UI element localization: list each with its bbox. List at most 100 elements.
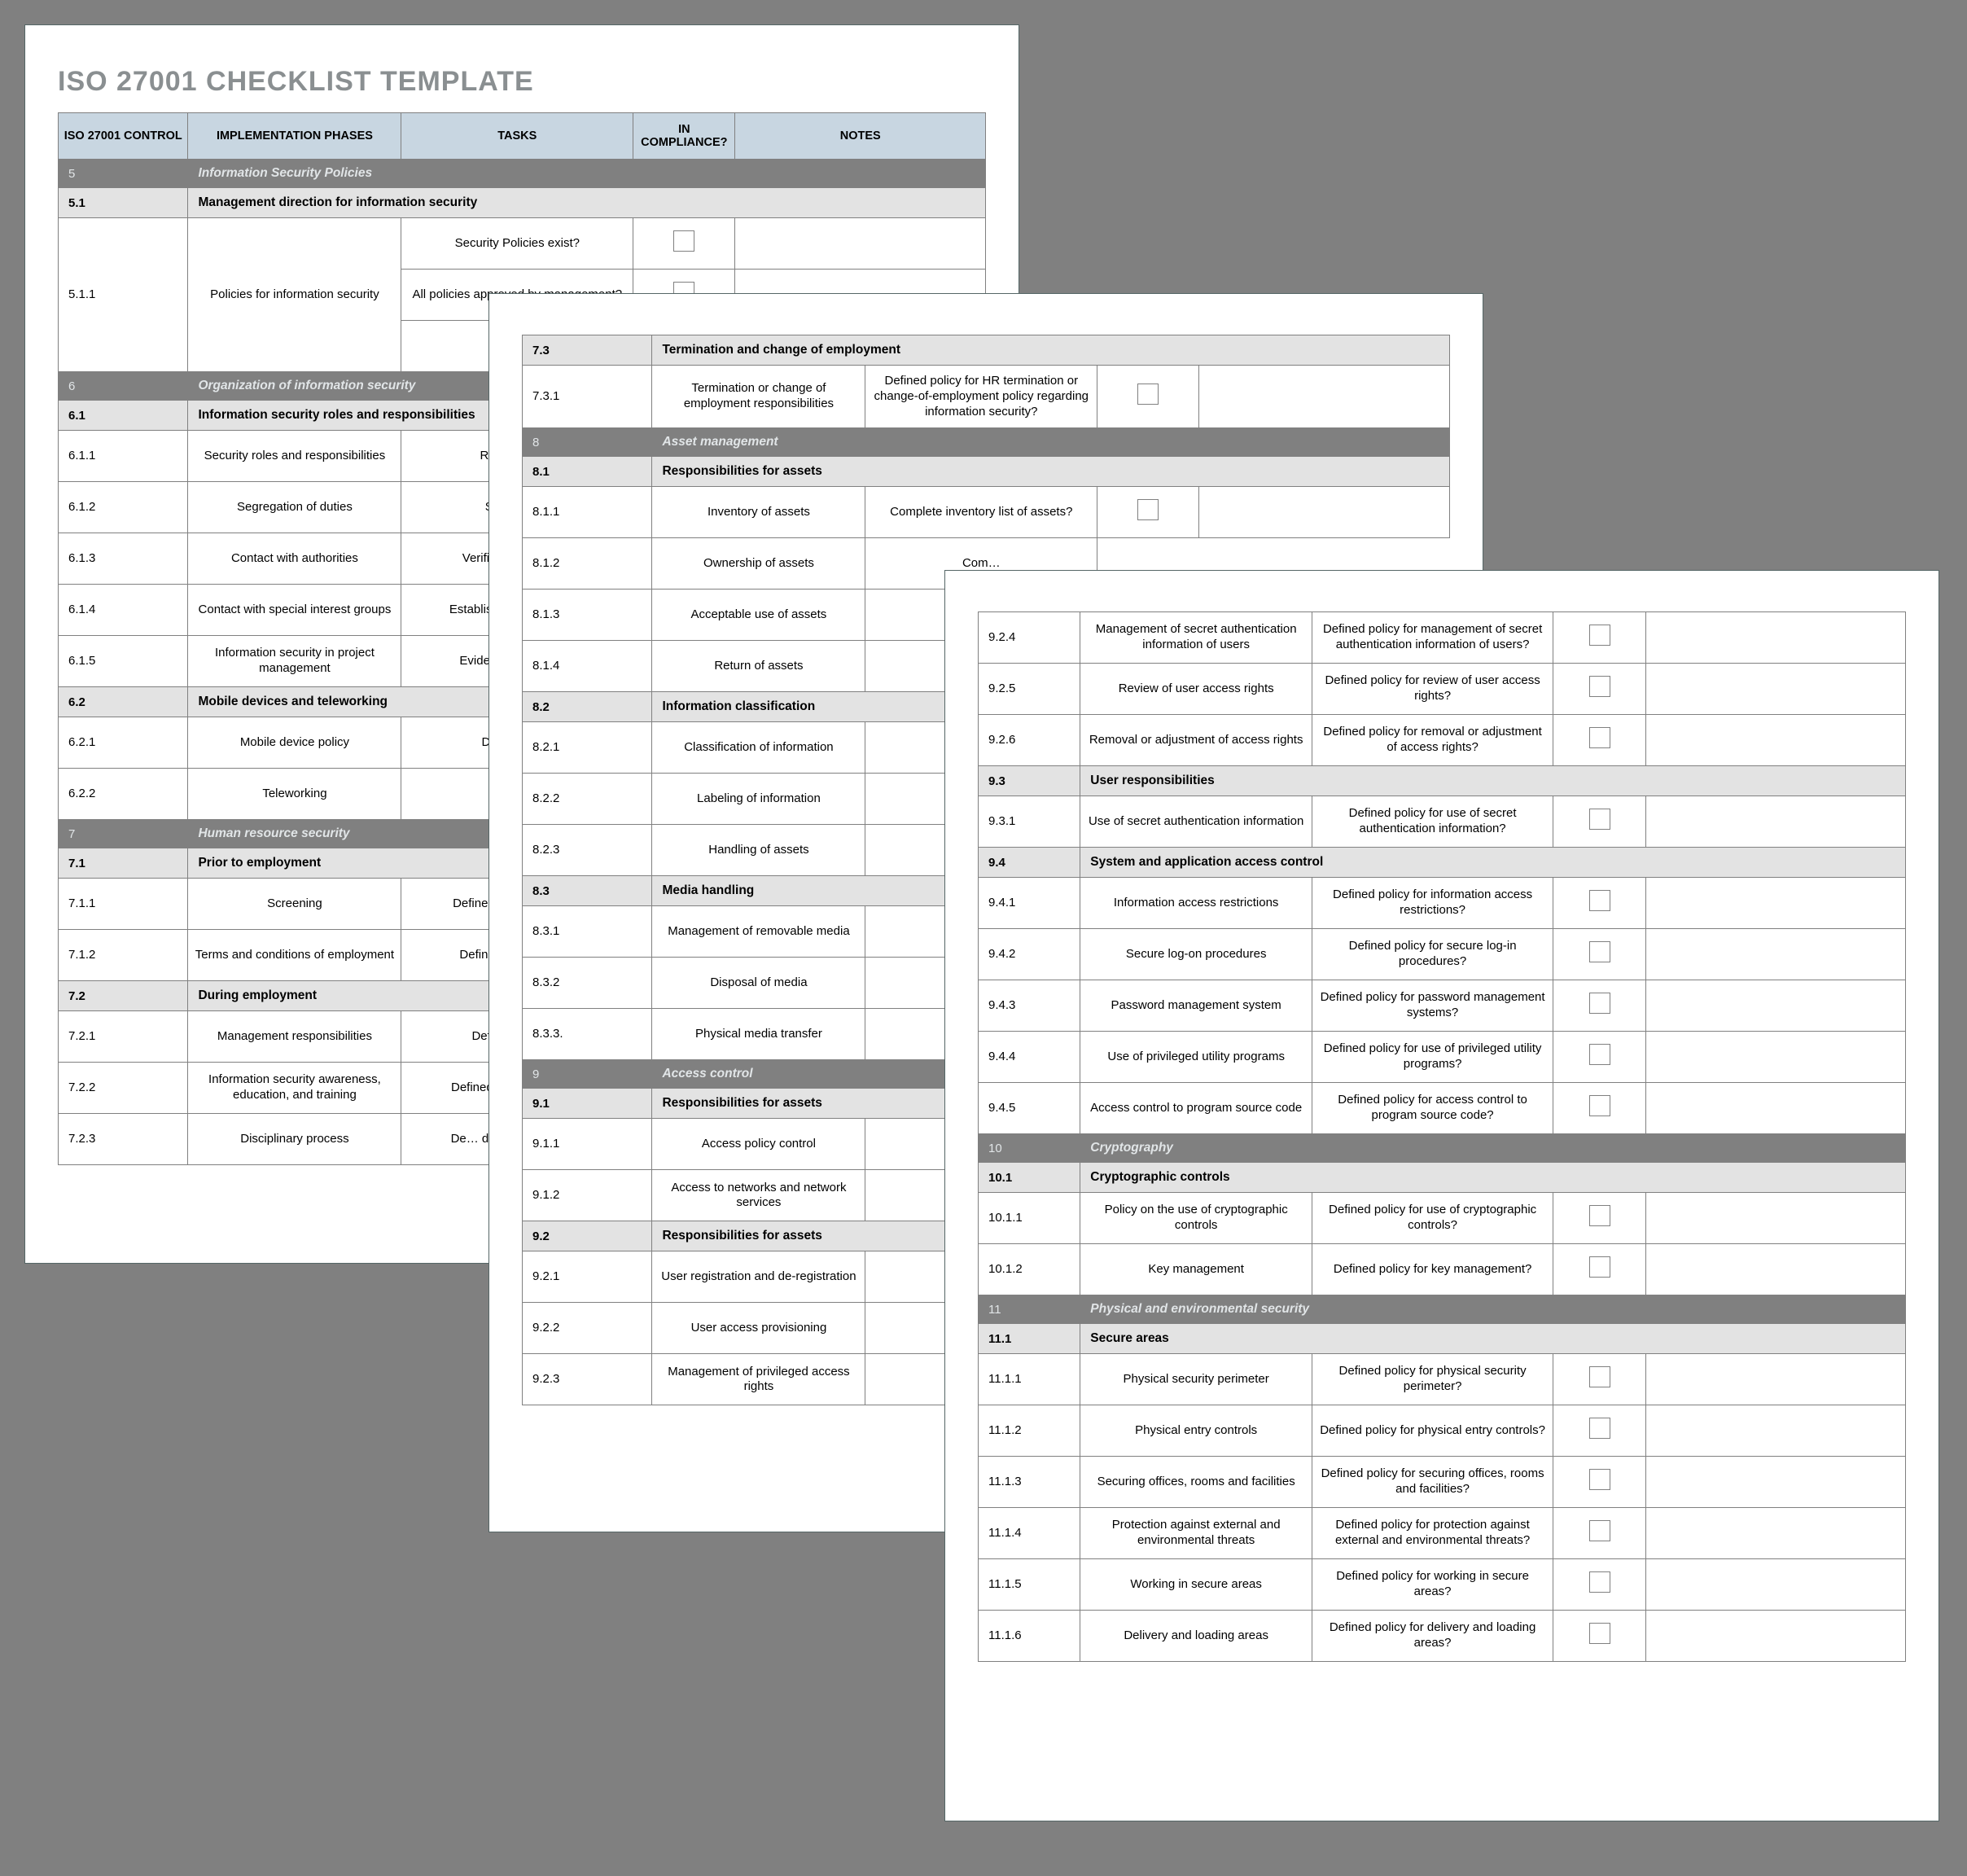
control-num: 9.4.2: [979, 929, 1080, 980]
notes-cell: [1646, 664, 1906, 715]
section-num: 6: [59, 372, 188, 401]
table-row: 9.2.5Review of user access rightsDefined…: [979, 664, 1906, 715]
control-num: 8.1.1: [523, 487, 652, 538]
notes-cell: [1646, 715, 1906, 766]
checkbox[interactable]: [1589, 1418, 1610, 1439]
compliance-cell: [1553, 1244, 1646, 1295]
subsection-num: 10.1: [979, 1163, 1080, 1193]
task-cell: Defined policy for physical security per…: [1312, 1354, 1553, 1405]
control-num: 11.1.4: [979, 1508, 1080, 1559]
checkbox[interactable]: [1589, 809, 1610, 830]
col-notes: NOTES: [735, 113, 986, 160]
task-cell: Defined policy for use of secret authent…: [1312, 796, 1553, 848]
checkbox[interactable]: [1589, 890, 1610, 911]
subsection-num: 6.2: [59, 687, 188, 717]
checkbox[interactable]: [1589, 1205, 1610, 1226]
table-row: 8.1.1Inventory of assetsComplete invento…: [523, 487, 1450, 538]
phase-cell: Use of privileged utility programs: [1080, 1032, 1312, 1083]
control-num: 6.1.4: [59, 585, 188, 636]
phase-cell: Securing offices, rooms and facilities: [1080, 1457, 1312, 1508]
phase-cell: Management of secret authentication info…: [1080, 612, 1312, 664]
checkbox[interactable]: [1589, 941, 1610, 962]
checkbox[interactable]: [1589, 1256, 1610, 1278]
table-row: 9.4.5Access control to program source co…: [979, 1083, 1906, 1134]
compliance-cell: [1553, 1508, 1646, 1559]
compliance-cell: [1553, 1457, 1646, 1508]
table-row: 11.1.4Protection against external and en…: [979, 1508, 1906, 1559]
table-row: 9.4.1Information access restrictionsDefi…: [979, 878, 1906, 929]
notes-cell: [1646, 929, 1906, 980]
col-phases: IMPLEMENTATION PHASES: [188, 113, 401, 160]
notes-cell: [1646, 980, 1906, 1032]
checkbox[interactable]: [1137, 384, 1159, 405]
compliance-cell: [1553, 612, 1646, 664]
table-row: 11.1.2Physical entry controlsDefined pol…: [979, 1405, 1906, 1457]
phase-cell: Key management: [1080, 1244, 1312, 1295]
notes-cell: [1646, 1508, 1906, 1559]
section-num: 11: [979, 1295, 1080, 1324]
compliance-cell: [1553, 796, 1646, 848]
phase-cell: Delivery and loading areas: [1080, 1611, 1312, 1662]
control-num: 11.1.1: [979, 1354, 1080, 1405]
control-num: 8.3.1: [523, 906, 652, 958]
phase-cell: Screening: [188, 879, 401, 930]
checkbox[interactable]: [1589, 1044, 1610, 1065]
checkbox[interactable]: [1589, 1095, 1610, 1116]
subsection-num: 11.1: [979, 1324, 1080, 1354]
notes-cell: [735, 218, 986, 270]
subsection-header: 7.3Termination and change of employment: [523, 335, 1450, 366]
phase-cell: Access control to program source code: [1080, 1083, 1312, 1134]
table-row: 5.1.1Policies for information securitySe…: [59, 218, 986, 270]
compliance-cell: [1553, 929, 1646, 980]
subsection-num: 8.1: [523, 457, 652, 487]
compliance-cell: [1553, 1032, 1646, 1083]
checkbox[interactable]: [1137, 499, 1159, 520]
task-cell: Defined policy for management of secret …: [1312, 612, 1553, 664]
subsection-num: 9.3: [979, 766, 1080, 796]
control-num: 8.2.1: [523, 722, 652, 774]
checkbox[interactable]: [1589, 1623, 1610, 1644]
control-num: 9.4.1: [979, 878, 1080, 929]
control-num: 9.4.5: [979, 1083, 1080, 1134]
phase-cell: Acceptable use of assets: [652, 590, 865, 641]
control-num: 9.1.2: [523, 1170, 652, 1221]
task-cell: Defined policy for use of privileged uti…: [1312, 1032, 1553, 1083]
subsection-title: Secure areas: [1080, 1324, 1906, 1354]
compliance-cell: [1553, 1354, 1646, 1405]
task-cell: Defined policy for working in secure are…: [1312, 1559, 1553, 1611]
notes-cell: [1646, 1611, 1906, 1662]
phase-cell: Contact with authorities: [188, 533, 401, 585]
control-num: 6.2.2: [59, 769, 188, 820]
table-row: 9.2.4Management of secret authentication…: [979, 612, 1906, 664]
checkbox[interactable]: [1589, 1571, 1610, 1593]
phase-cell: Classification of information: [652, 722, 865, 774]
checkbox[interactable]: [1589, 1469, 1610, 1490]
checkbox[interactable]: [1589, 993, 1610, 1014]
phase-cell: Management of privileged access rights: [652, 1354, 865, 1405]
control-num: 10.1.2: [979, 1244, 1080, 1295]
phase-cell: Security roles and responsibilities: [188, 431, 401, 482]
checkbox[interactable]: [1589, 676, 1610, 697]
subsection-num: 9.4: [979, 848, 1080, 878]
checkbox[interactable]: [673, 230, 694, 252]
compliance-cell: [1553, 980, 1646, 1032]
phase-cell: Physical security perimeter: [1080, 1354, 1312, 1405]
notes-cell: [1646, 796, 1906, 848]
compliance-cell: [1553, 1405, 1646, 1457]
control-num: 7.2.1: [59, 1011, 188, 1063]
compliance-cell: [1553, 878, 1646, 929]
table-row: 11.1.5Working in secure areasDefined pol…: [979, 1559, 1906, 1611]
control-num: 9.2.5: [979, 664, 1080, 715]
checkbox[interactable]: [1589, 1366, 1610, 1387]
checkbox[interactable]: [1589, 727, 1610, 748]
checkbox[interactable]: [1589, 1520, 1610, 1541]
phase-cell: Removal or adjustment of access rights: [1080, 715, 1312, 766]
section-header: 8Asset management: [523, 428, 1450, 457]
checkbox[interactable]: [1589, 625, 1610, 646]
phase-cell: User access provisioning: [652, 1303, 865, 1354]
compliance-cell: [1553, 664, 1646, 715]
compliance-cell: [1553, 1611, 1646, 1662]
notes-cell: [1199, 487, 1450, 538]
control-num: 9.1.1: [523, 1119, 652, 1170]
phase-cell: Access policy control: [652, 1119, 865, 1170]
